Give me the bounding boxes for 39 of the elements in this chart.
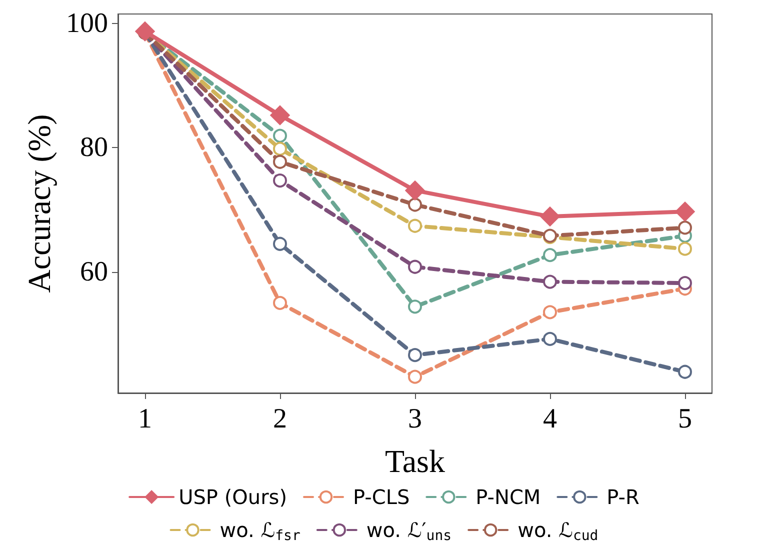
point xyxy=(273,142,287,156)
y-tick-label: 80 xyxy=(80,132,108,164)
x-tick-label: 4 xyxy=(543,404,557,434)
point xyxy=(408,300,422,314)
point xyxy=(678,242,692,256)
y-tick-label: 60 xyxy=(80,256,108,288)
legend-label: P-NCM xyxy=(476,485,541,509)
x-axis-title: Task xyxy=(385,443,445,479)
point xyxy=(408,260,422,274)
point xyxy=(136,22,154,41)
point xyxy=(408,370,422,384)
point xyxy=(678,220,692,235)
x-tick-label: 1 xyxy=(138,404,152,434)
point xyxy=(678,276,692,290)
point xyxy=(408,218,422,233)
x-tick-label: 5 xyxy=(678,404,692,434)
point xyxy=(540,207,560,226)
point xyxy=(678,364,692,379)
point xyxy=(273,154,287,169)
point xyxy=(273,128,287,143)
point xyxy=(543,248,557,262)
point xyxy=(408,348,422,362)
point xyxy=(273,174,287,188)
y-axis-title: Accuracy (%) xyxy=(21,114,58,293)
x-tick-label: 2 xyxy=(273,404,287,434)
legend-label: P-CLS xyxy=(353,485,410,509)
legend-label: P-R xyxy=(606,485,640,509)
point xyxy=(543,332,557,346)
legend-label: USP (Ours) xyxy=(178,485,288,509)
point xyxy=(406,180,424,200)
point xyxy=(273,236,287,251)
point xyxy=(273,296,287,310)
point xyxy=(270,106,290,125)
point xyxy=(543,305,557,320)
point xyxy=(408,198,422,212)
point xyxy=(543,274,557,289)
y-tick-label: 100 xyxy=(66,8,108,39)
point xyxy=(676,202,694,222)
x-tick-label: 3 xyxy=(408,404,422,434)
